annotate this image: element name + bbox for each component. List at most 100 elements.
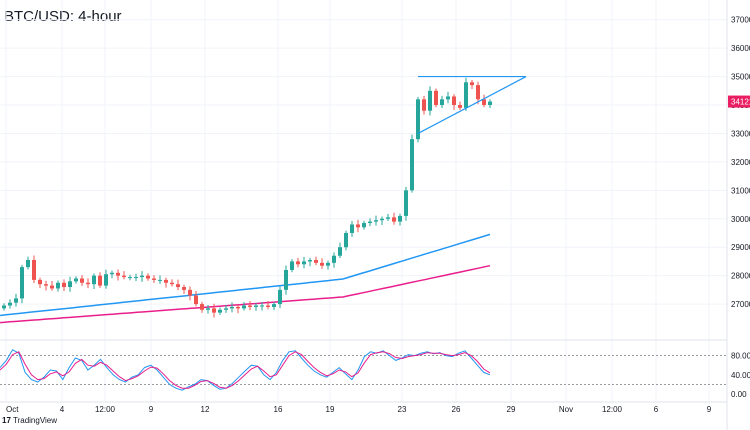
candle-body [356,224,360,228]
time-axis[interactable]: Oct 4 12:00 9 12 16 19 23 26 29 Nov 12:00 6 9 [6,405,712,414]
time-tick-label: Oct [6,405,19,414]
candle-body [458,105,462,108]
tradingview-label: TradingView [12,416,58,425]
grid-lines [0,0,727,402]
moving-average-fast [0,233,491,317]
triangle-pattern [417,75,527,134]
candle-body [164,279,168,283]
candle-body [224,308,228,310]
candle-body [98,275,102,286]
candle-body [128,277,132,279]
candle-body [278,289,282,305]
time-tick-label: 29 [507,405,516,414]
candle-body [26,260,30,268]
candle-body [140,275,144,278]
time-tick-label: 9 [149,405,154,414]
candle-body [482,99,486,106]
price-tick-label: 27000 [731,300,750,309]
candle-body [20,267,24,299]
time-tick-label: 12 [201,405,210,414]
candle-body [104,274,108,286]
stochastic-tick-label: 80.00 [731,352,750,361]
candle-body [152,278,156,280]
candle-body [110,272,114,275]
candle-body [272,304,276,307]
candle-body [176,284,180,288]
candle-body [410,139,414,191]
price-tick-label: 28000 [731,272,750,281]
last-price-badge [728,95,750,108]
price-tick-label: 31000 [731,186,750,195]
candle-body [56,282,60,289]
candle-body [122,275,126,278]
price-axis[interactable]: 2700028000290003000031000320003300034000… [731,16,750,309]
candlesticks [2,77,492,318]
candle-body [398,215,402,222]
time-tick-label: 19 [326,405,335,414]
candle-body [404,190,408,216]
price-tick-label: 30000 [731,215,750,224]
candle-body [428,90,432,111]
candle-body [488,101,492,106]
price-tick-label: 33000 [731,129,750,138]
time-tick-label: 9 [707,405,712,414]
stochastic-tick-label: 40.00 [731,371,750,380]
candle-body [68,281,72,288]
candle-body [248,305,252,307]
candle-body [374,220,378,222]
candle-body [470,82,474,86]
price-tick-label: 36000 [731,44,750,53]
candle-body [236,306,240,309]
candle-body [80,278,84,283]
candle-body [332,255,336,263]
candle-body [92,275,96,285]
time-tick-label: 12:00 [602,405,623,414]
time-tick-label: 4 [60,405,65,414]
time-tick-label: 16 [274,405,283,414]
time-tick-label: 26 [452,405,461,414]
stochastic-pane: 0.00 40.00 80.00 [0,349,750,399]
candle-body [158,279,162,281]
candle-body [344,232,348,248]
candle-body [386,217,390,219]
candle-body [32,260,36,280]
stochastic-d-line [0,351,491,389]
candle-body [260,305,264,307]
tradingview-logo-icon: 17 [2,416,11,425]
candle-body [206,308,210,310]
stochastic-tick-label: 0.00 [731,390,747,399]
candle-body [452,96,456,106]
stochastic-k-line [0,349,491,391]
candle-body [302,261,306,265]
candle-body [380,218,384,221]
time-tick-label: 23 [398,405,407,414]
candle-body [8,302,12,306]
candle-body [296,261,300,265]
candle-body [350,224,354,233]
candle-body [464,82,468,108]
price-tick-label: 29000 [731,243,750,252]
candle-body [44,284,48,286]
candle-body [254,305,258,307]
candle-body [134,277,138,279]
candle-body [188,289,192,296]
candle-body [362,223,366,228]
candle-body [242,305,246,309]
candle-body [218,309,222,313]
candle-body [290,261,294,270]
candle-body [14,298,18,303]
candle-body [314,260,318,263]
time-tick-label: Nov [559,405,573,414]
candle-body [170,282,174,285]
candle-body [338,247,342,256]
chart-title: BTC/USD: 4-hour [4,8,122,25]
candle-body [446,96,450,100]
time-tick-label: 12:00 [95,405,116,414]
candle-body [392,217,396,222]
candle-body [116,272,120,276]
candle-body [74,278,78,282]
candle-body [194,295,198,305]
